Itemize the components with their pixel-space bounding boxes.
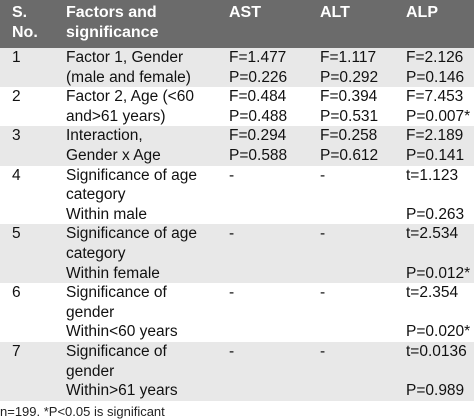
cell-factor-line: and>61 years) (66, 107, 166, 125)
header-factors: Factors and significance (66, 3, 158, 43)
cell-alt-line: F=1.117 (320, 49, 377, 66)
cell-sno: 2 (12, 88, 21, 106)
cell-ast-line: P=0.588 (229, 146, 288, 164)
cell-alt-line: P=0.531 (320, 107, 379, 125)
cell-alp-line: P=0.141 (406, 146, 465, 164)
cell-ast-line: F=0.294 (229, 127, 287, 145)
cell-sno: 1 (12, 49, 21, 66)
cell-alp-line: F=2.126 (406, 49, 464, 66)
cell-alp-line: t=1.123 (406, 166, 459, 184)
cell-ast-line: - (229, 284, 235, 302)
cell-alp-line: t=2.354 (406, 284, 459, 302)
table-row: 6 Significance of gender Within<60 years - - t… (0, 283, 474, 342)
cell-factor-line: Significance of (66, 284, 167, 302)
cell-alt-line: P=0.612 (320, 146, 379, 164)
cell-ast-line: - (229, 343, 235, 360)
cell-sno: 6 (12, 284, 21, 302)
cell-ast-line: P=0.488 (229, 107, 288, 125)
cell-factor-line: Gender x Age (66, 146, 161, 164)
header-factors-line1: Factors and (66, 4, 157, 21)
cell-ast-line: P=0.226 (229, 68, 288, 86)
cell-sno: 7 (12, 343, 21, 360)
cell-alp-line: P=0.012* (406, 264, 471, 282)
table-row: 5 Significance of age category Within femal… (0, 224, 474, 284)
cell-alt-line: - (320, 343, 326, 360)
cell-factor-line: Interaction, (66, 127, 143, 145)
table-row: 1 Factor 1, Gender (male and female) F=1.47… (0, 48, 474, 88)
results-table: S. No. Factors and significance AST ALT … (0, 0, 474, 401)
cell-sno: 4 (12, 166, 21, 184)
table-row: 2 Factor 2, Age (<60 and>61 years) F=0.484 P… (0, 87, 474, 126)
cell-factor-line: category (66, 186, 126, 204)
cell-factor-line: Significance of age (66, 225, 197, 243)
cell-ast-line: F=1.477 (229, 49, 287, 66)
cell-alp-line: P=0.007* (406, 107, 471, 125)
header-sno-line2: No. (12, 24, 38, 41)
cell-alt-line: - (320, 225, 326, 243)
cell-factor-line: gender (66, 303, 115, 321)
cell-alt-line: F=0.258 (320, 127, 378, 145)
cell-alp-line: F=2.189 (406, 127, 464, 145)
header-factors-line2: significance (66, 24, 159, 41)
cell-factor-line: Factor 1, Gender (66, 49, 184, 66)
cell-factor-line: Within male (66, 205, 147, 223)
cell-factor-line: category (66, 244, 126, 262)
cell-alp-line: F=7.453 (406, 88, 464, 106)
cell-factor-line: Factor 2, Age (<60 (66, 88, 194, 106)
cell-factor-line: Within<60 years (66, 323, 178, 341)
table-row: 4 Significance of age category Within male -… (0, 166, 474, 225)
cell-ast-line: F=0.484 (229, 88, 287, 106)
cell-alp-line: t=2.534 (406, 225, 459, 243)
cell-sno: 5 (12, 225, 21, 243)
cell-alp-line: P=0.989 (406, 382, 465, 400)
cell-alp-line: t=0.0136 (406, 343, 467, 360)
cell-alp-line: P=0.146 (406, 68, 465, 86)
table-row: 3 Interaction, Gender x Age F=0.294 P=0.588 F… (0, 126, 474, 166)
cell-alt-line: - (320, 166, 326, 184)
cell-factor-line: gender (66, 362, 115, 380)
cell-alp-line: P=0.020* (406, 323, 471, 341)
cell-factor-line: Significance of age (66, 166, 197, 184)
header-sno: S. No. (12, 3, 38, 43)
cell-factor-line: Within>61 years (66, 382, 178, 400)
table-footnote: n=199. *P<0.05 is significant (0, 404, 165, 419)
cell-ast-line: - (229, 166, 235, 184)
cell-alt-line: P=0.292 (320, 68, 379, 86)
cell-alp-line: P=0.263 (406, 205, 465, 223)
table-header: S. No. Factors and significance AST ALT … (0, 0, 474, 48)
table-row: 7 Significance of gender Within>61 years - - t… (0, 342, 474, 401)
header-sno-line1: S. (12, 4, 28, 21)
cell-sno: 3 (12, 127, 21, 145)
cell-factor-line: Within female (66, 264, 160, 282)
header-alp: ALP (406, 4, 438, 21)
cell-alt-line: F=0.394 (320, 88, 378, 106)
cell-alt-line: - (320, 284, 326, 302)
cell-factor-line: (male and female) (66, 68, 191, 86)
header-ast: AST (229, 4, 261, 21)
header-alt: ALT (320, 4, 350, 21)
cell-ast-line: - (229, 225, 235, 243)
cell-factor-line: Significance of (66, 343, 167, 360)
